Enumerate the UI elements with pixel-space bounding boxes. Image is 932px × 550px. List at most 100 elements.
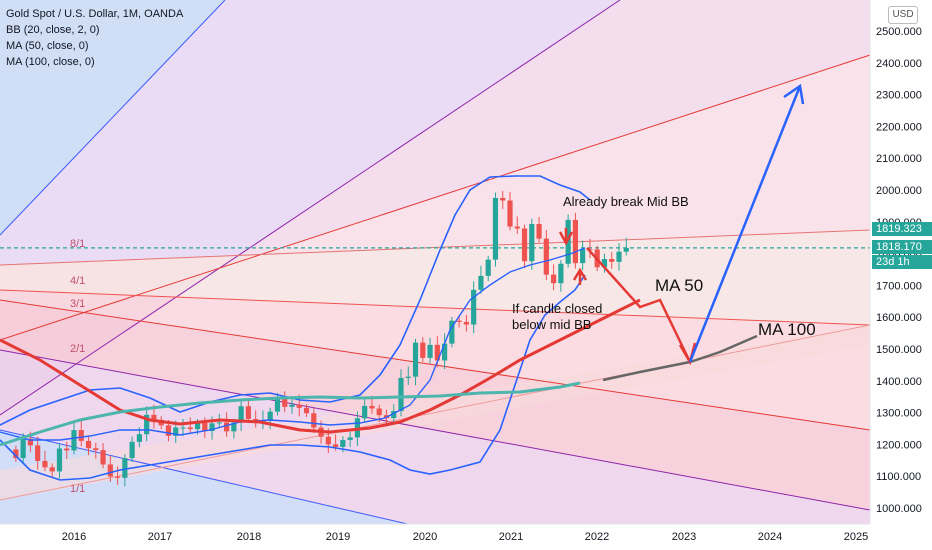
candle-body <box>194 422 201 430</box>
candle-body <box>376 408 382 416</box>
last-price-tag: 1819.323 <box>872 222 932 236</box>
candle-body <box>543 238 549 275</box>
gann-label: 4/1 <box>70 275 85 287</box>
time-tick-label: 2021 <box>499 531 523 543</box>
time-tick-label: 2023 <box>672 531 696 543</box>
price-tick-label: 1000.000 <box>876 503 922 515</box>
currency-button[interactable]: USD <box>888 6 918 24</box>
annotation-already-break: Already break Mid BB <box>563 194 689 209</box>
price-tick-label: 2500.000 <box>876 26 922 38</box>
price-tick-label: 1400.000 <box>876 376 922 388</box>
candle-body <box>420 342 426 358</box>
candle-body <box>245 406 251 419</box>
price-tick-label: 1300.000 <box>876 408 922 420</box>
candle-body <box>64 448 70 451</box>
price-tick-label: 2300.000 <box>876 90 922 102</box>
candle-body <box>78 430 84 441</box>
legend-ma100[interactable]: MA (100, close, 0) <box>6 56 95 68</box>
candle-body <box>442 343 448 361</box>
candle-body <box>529 224 535 262</box>
price-axis-panel <box>870 0 932 550</box>
candle-body <box>93 448 99 451</box>
price-tick-label: 2000.000 <box>876 185 922 197</box>
candle-body <box>623 247 629 252</box>
gann-label: 1/1 <box>70 483 85 495</box>
candle-body <box>500 197 506 201</box>
candle-body <box>274 398 281 412</box>
candle-body <box>71 430 77 451</box>
annotation-if-candle-line2: below mid BB <box>512 317 592 332</box>
price-tick-label: 1600.000 <box>876 312 922 324</box>
legend-symbol-title[interactable]: Gold Spot / U.S. Dollar, 1M, OANDA <box>6 8 184 20</box>
current-price-tag: 1818.170 <box>872 240 932 254</box>
blue-projection-line <box>688 85 802 363</box>
candle-body <box>27 438 33 446</box>
annotation-if-candle-line1: If candle closed <box>512 301 603 316</box>
fan-line-0 <box>0 0 226 236</box>
candle-body <box>463 321 469 325</box>
gann-label: 2/1 <box>70 343 85 355</box>
candle-body <box>289 404 295 407</box>
time-tick-label: 2017 <box>148 531 172 543</box>
candle-body <box>449 320 455 344</box>
chart-legend: Gold Spot / U.S. Dollar, 1M, OANDA BB (2… <box>6 6 183 70</box>
candle-body <box>136 434 142 442</box>
fan-line-1 <box>0 0 621 416</box>
candle-body <box>165 425 172 436</box>
price-tick-label: 2100.000 <box>876 153 922 165</box>
legend-ma50[interactable]: MA (50, close, 0) <box>6 40 89 52</box>
fan-band-2 <box>0 0 870 415</box>
price-tick-label: 2400.000 <box>876 58 922 70</box>
candle-body <box>609 259 615 262</box>
candle-body <box>303 407 310 414</box>
time-tick-label: 2016 <box>62 531 86 543</box>
bb-upper <box>0 175 591 426</box>
price-tick-label: 1100.000 <box>876 471 921 483</box>
fan-band-4 <box>0 230 870 325</box>
candle-body <box>347 437 353 440</box>
candle-body <box>565 219 571 264</box>
gann-label: 8/1 <box>70 238 85 250</box>
candle-body <box>282 398 288 407</box>
candle-body <box>151 414 157 420</box>
candle-body <box>521 228 528 262</box>
candle-body <box>216 422 222 424</box>
candle-body <box>456 320 462 322</box>
candle-body <box>572 219 578 264</box>
candle-body <box>325 436 331 445</box>
bb-lower <box>0 274 586 481</box>
candle-body <box>485 259 491 276</box>
time-tick-label: 2020 <box>413 531 437 543</box>
candle-body <box>492 197 499 260</box>
candle-body <box>427 344 433 358</box>
annotation-ma100: MA 100 <box>758 320 816 339</box>
candle-body <box>471 289 477 325</box>
candle-body <box>129 441 135 459</box>
candle-body <box>122 458 128 478</box>
price-tick-label: 1200.000 <box>876 439 922 451</box>
fan-line-8 <box>0 324 871 501</box>
candle-body <box>56 448 63 472</box>
candle-body <box>311 413 317 428</box>
candle-body <box>507 200 513 227</box>
candle-body <box>391 411 397 419</box>
candle-body <box>173 427 179 436</box>
candle-body <box>551 274 557 284</box>
candle-body <box>412 342 419 377</box>
candle-body <box>580 249 586 264</box>
candle-body <box>558 263 564 284</box>
price-tick-label: 2200.000 <box>876 121 922 133</box>
candle-body <box>231 422 237 432</box>
candle-body <box>187 427 193 430</box>
candle-body <box>333 444 339 447</box>
blue-arrowhead-icon <box>783 83 805 105</box>
candle-body <box>369 405 375 409</box>
time-tick-label: 2018 <box>237 531 261 543</box>
fan-line-6 <box>0 349 871 511</box>
candle-body <box>180 427 186 429</box>
red-projection-path <box>586 247 692 363</box>
gann-label: 3/1 <box>70 298 85 310</box>
legend-bb[interactable]: BB (20, close, 2, 0) <box>6 24 100 36</box>
